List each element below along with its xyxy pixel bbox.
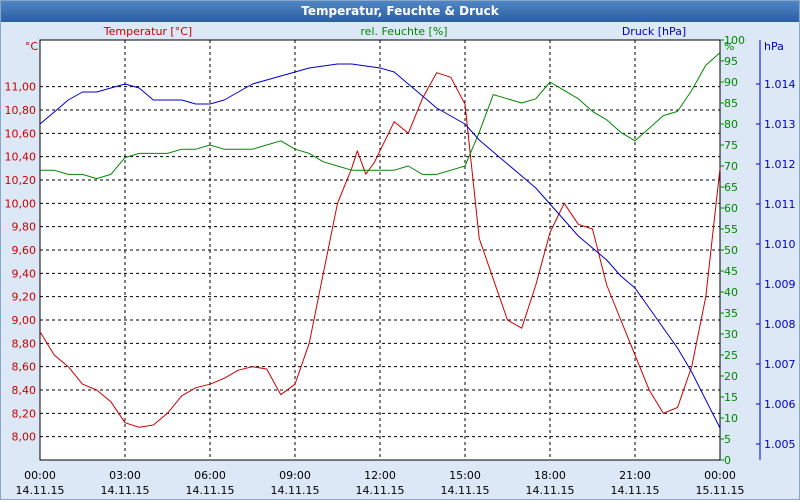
humidity-tick-label: 85	[724, 97, 738, 110]
x-tick-label-time: 00:00	[704, 469, 736, 482]
temperature-tick-label: 8,00	[12, 431, 37, 444]
pressure-tick-label: 1.005	[764, 438, 796, 451]
temperature-tick-label: 8,80	[12, 337, 37, 350]
x-tick-label-date: 14.11.15	[356, 484, 405, 497]
humidity-tick-label: 5	[724, 433, 731, 446]
humidity-tick-label: 10	[724, 412, 738, 425]
x-tick-label-date: 14.11.15	[441, 484, 490, 497]
pressure-tick-label: 1.013	[764, 118, 796, 131]
humidity-tick-label: 35	[724, 307, 738, 320]
axis-ticks: 00:00 14.11.15 03:00 14.11.15 06:00 14.11.15 0…	[5, 34, 796, 497]
pressure-tick-label: 1.014	[764, 78, 796, 91]
humidity-tick-label: 45	[724, 265, 738, 278]
temperature-tick-label: 9,60	[12, 244, 37, 257]
x-tick-label-date: 14.11.15	[101, 484, 150, 497]
humidity-tick-label: 15	[724, 391, 738, 404]
pressure-tick-label: 1.011	[764, 198, 796, 211]
x-tick-label-date: 14.11.15	[526, 484, 575, 497]
temperature-tick-label: 11,00	[5, 81, 37, 94]
pressure-tick-label: 1.007	[764, 358, 796, 371]
series-lines	[39, 52, 721, 429]
humidity-tick-label: 60	[724, 202, 738, 215]
x-tick-label-time: 12:00	[364, 469, 396, 482]
humidity-tick-label: 25	[724, 349, 738, 362]
x-tick-label-time: 00:00	[24, 469, 56, 482]
pressure-tick-label: 1.006	[764, 398, 796, 411]
humidity-tick-label: 70	[724, 160, 738, 173]
temperature-tick-label: 10,60	[5, 127, 37, 140]
humidity-axis-label: rel. Feuchte [%]	[360, 25, 447, 38]
temperature-series-line	[39, 72, 721, 428]
x-tick-label-date: 14.11.15	[16, 484, 65, 497]
x-tick-label-time: 03:00	[109, 469, 141, 482]
x-tick-label-time: 09:00	[279, 469, 311, 482]
humidity-tick-label: 50	[724, 244, 738, 257]
x-tick-label-date: 15.11.15	[696, 484, 745, 497]
grid-lines	[40, 40, 720, 460]
temperature-unit-label: °C	[25, 40, 39, 53]
pressure-tick-label: 1.010	[764, 238, 796, 251]
temperature-tick-label: 9,80	[12, 221, 37, 234]
x-tick-label-time: 18:00	[534, 469, 566, 482]
pressure-series-line	[39, 63, 721, 429]
humidity-tick-label: 75	[724, 139, 738, 152]
humidity-tick-label: 0	[724, 454, 731, 467]
temperature-tick-label: 8,60	[12, 361, 37, 374]
x-tick-label-time: 21:00	[619, 469, 651, 482]
x-tick-label-time: 15:00	[449, 469, 481, 482]
humidity-series-line	[40, 52, 721, 180]
humidity-tick-label: 90	[724, 76, 738, 89]
temperature-tick-label: 8,40	[12, 384, 37, 397]
temperature-tick-label: 10,40	[5, 151, 37, 164]
x-tick-label-date: 14.11.15	[186, 484, 235, 497]
humidity-tick-label: 30	[724, 328, 738, 341]
pressure-tick-label: 1.009	[764, 278, 796, 291]
x-tick-label-date: 14.11.15	[271, 484, 320, 497]
temperature-tick-label: 10,20	[5, 174, 37, 187]
pressure-tick-label: 1.012	[764, 158, 796, 171]
humidity-tick-label: 40	[724, 286, 738, 299]
temperature-tick-label: 9,00	[12, 314, 37, 327]
pressure-axis-label: Druck [hPa]	[622, 25, 686, 38]
humidity-tick-label: 20	[724, 370, 738, 383]
temperature-tick-label: 10,00	[5, 197, 37, 210]
x-tick-label-time: 06:00	[194, 469, 226, 482]
humidity-tick-label: 100	[724, 34, 745, 47]
temperature-tick-label: 9,20	[12, 291, 37, 304]
x-tick-label-date: 14.11.15	[611, 484, 660, 497]
humidity-tick-label: 65	[724, 181, 738, 194]
humidity-tick-label: 55	[724, 223, 738, 236]
pressure-tick-label: 1.008	[764, 318, 796, 331]
temperature-axis-label: Temperatur [°C]	[103, 25, 192, 38]
temperature-tick-label: 9,40	[12, 267, 37, 280]
temperature-tick-label: 8,20	[12, 407, 37, 420]
pressure-unit-label: hPa	[764, 40, 784, 53]
humidity-unit-label: %	[724, 40, 734, 53]
humidity-tick-label: 95	[724, 55, 738, 68]
humidity-tick-label: 80	[724, 118, 738, 131]
temperature-tick-label: 10,80	[5, 104, 37, 117]
window-title: Temperatur, Feuchte & Druck	[1, 1, 799, 22]
